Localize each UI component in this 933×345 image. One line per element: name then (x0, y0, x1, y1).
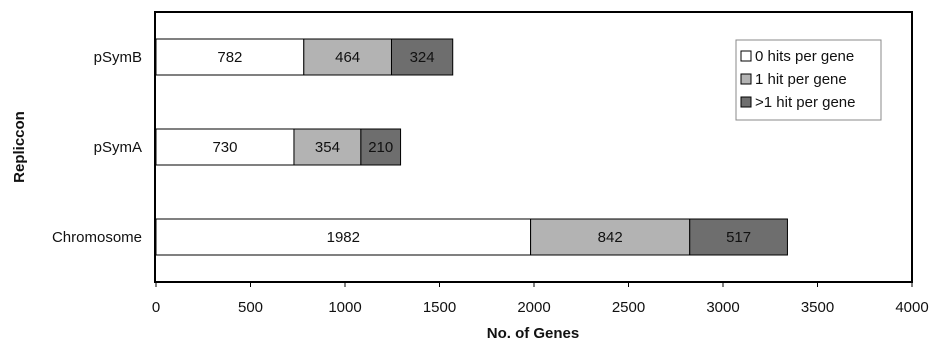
x-tick-label: 1000 (328, 299, 361, 316)
x-axis-title: No. of Genes (487, 325, 580, 342)
bar-segment (155, 128, 295, 166)
bar-segment (155, 218, 532, 256)
bars-group: 782 464 324 730 354 210 1982 842 517 (155, 38, 788, 256)
data-label: 782 (217, 49, 242, 66)
bar-segment (360, 128, 402, 166)
bar-segment (390, 38, 454, 76)
x-tick-label: 3500 (801, 299, 834, 316)
data-label: 210 (368, 139, 393, 156)
legend-label: >1 hit per gene (755, 94, 856, 111)
bar-segment (155, 38, 305, 76)
legend-swatch (740, 73, 752, 85)
data-label: 354 (315, 139, 340, 156)
y-axis-title: Repliccon (11, 111, 28, 183)
category-labels: pSymB pSymA Chromosome (52, 49, 142, 246)
data-label: 730 (212, 139, 237, 156)
x-axis: 0 500 1000 1500 2000 2500 3000 3500 4000 (152, 282, 929, 316)
x-tick-label: 0 (152, 299, 160, 316)
bar-segment (293, 128, 362, 166)
x-tick-label: 1500 (423, 299, 456, 316)
legend-swatch (740, 50, 752, 62)
x-tick-label: 4000 (895, 299, 928, 316)
data-label: 842 (598, 229, 623, 246)
x-tick-label: 500 (238, 299, 263, 316)
data-label: 464 (335, 49, 360, 66)
legend-box (735, 39, 882, 121)
category-label: pSymA (94, 139, 142, 156)
legend-label: 1 hit per gene (755, 71, 847, 88)
x-tick-label: 2500 (612, 299, 645, 316)
legend-label: 0 hits per gene (755, 48, 854, 65)
bar-segment (530, 218, 691, 256)
data-label: 517 (726, 229, 751, 246)
category-label: Chromosome (52, 229, 142, 246)
x-tick-label: 3000 (706, 299, 739, 316)
bar-segment (689, 218, 788, 256)
category-label: pSymB (94, 49, 142, 66)
legend: 0 hits per gene 1 hit per gene >1 hit per … (735, 39, 882, 121)
data-label: 1982 (327, 229, 360, 246)
x-tick-label: 2000 (517, 299, 550, 316)
legend-swatch (740, 96, 752, 108)
data-label: 324 (410, 49, 435, 66)
